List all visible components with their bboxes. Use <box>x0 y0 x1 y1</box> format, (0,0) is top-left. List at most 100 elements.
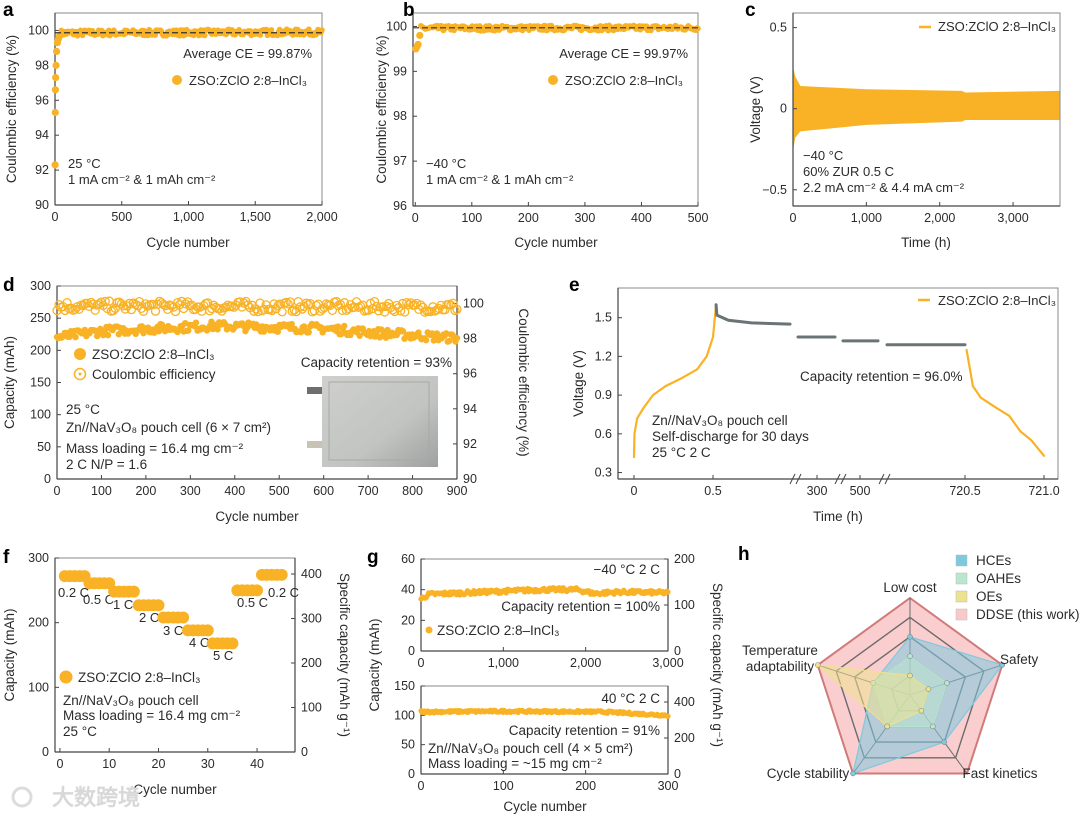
y-tick-label: 98 <box>393 109 407 123</box>
x-tick-label: 500 <box>111 210 132 224</box>
legend-swatch-OEs <box>955 590 968 603</box>
capacity-point <box>274 328 282 335</box>
current-annotation: 2.2 mA cm⁻² & 4.4 mA cm⁻² <box>803 180 965 195</box>
y-tick-label: 100 <box>30 408 51 422</box>
y-tick-label: 96 <box>393 199 407 213</box>
legend-marker <box>425 626 433 634</box>
y-tick-label: 200 <box>30 343 51 357</box>
capacity-point <box>665 713 671 719</box>
data-point <box>53 47 61 56</box>
ce-point <box>94 299 104 309</box>
panel-letter-f: f <box>3 547 10 568</box>
y-tick-label: 1.5 <box>595 311 612 325</box>
ce-point <box>178 303 189 314</box>
radar-vertex <box>907 653 913 659</box>
x-tick-label: 600 <box>313 484 334 498</box>
cell-annotation: Zn//NaV₃O₈ pouch cell (4 × 5 cm²) <box>428 741 633 756</box>
mass-loading-annotation: Mass loading = 16.4 mg cm⁻² <box>66 441 244 456</box>
x-axis-label: Cycle number <box>503 799 587 814</box>
radar-vertex <box>814 662 821 668</box>
temperature-annotation: −40 °C <box>803 148 843 163</box>
ce-point <box>281 297 291 308</box>
y-tick-label: 94 <box>35 128 49 142</box>
legend-swatch-OAHEs <box>955 572 968 585</box>
rate-label: 5 C <box>213 648 233 663</box>
y-tick-label: 0 <box>408 644 415 658</box>
x-tick-label: 720.5 <box>949 484 980 498</box>
y-tick-label: 0.6 <box>595 427 612 441</box>
x-tick-label: 2,000 <box>924 211 955 225</box>
rate-point <box>275 568 288 581</box>
data-point <box>51 108 59 117</box>
capacity-point <box>288 320 295 328</box>
radar-vertex <box>930 723 936 730</box>
x-tick-label: 300 <box>658 779 679 793</box>
radar-series-OEs <box>815 664 930 728</box>
radar-axis-label: Low cost <box>883 580 937 595</box>
x-tick-label: 100 <box>461 211 482 225</box>
x-tick-label: 2,000 <box>570 656 601 670</box>
rate-point <box>152 599 165 612</box>
rate-point <box>226 637 239 650</box>
capacity-point <box>185 327 192 334</box>
y-tick-label: −0.5 <box>762 183 787 197</box>
watermark: 大数跨境 <box>52 785 140 810</box>
temperature-annotation: −40 °C <box>426 156 466 171</box>
legend-label: OAHEs <box>976 571 1021 586</box>
x-tick-label: 0 <box>412 211 419 225</box>
radar-axis-label: Fast kinetics <box>962 766 1037 781</box>
x-tick-label: 200 <box>518 211 539 225</box>
capacity-point <box>665 589 671 595</box>
data-point <box>52 73 60 82</box>
condition-annotation: 60% ZUR 0.5 C <box>803 164 894 179</box>
y-tick-label: 50 <box>37 440 51 454</box>
axis-break-mark <box>834 473 847 485</box>
temperature-annotation: 25 °C <box>68 156 101 171</box>
y-tick-label: 0 <box>44 472 51 486</box>
data-point <box>695 25 701 32</box>
rate-point <box>251 584 264 597</box>
legend-marker-ce <box>73 367 87 381</box>
pouch-cell-seal <box>328 381 430 461</box>
temperature-annotation: 25 °C <box>63 724 97 739</box>
ce-point <box>452 304 462 315</box>
radar-vertex <box>884 723 890 730</box>
x-tick-label: 100 <box>493 779 514 793</box>
average-ce-annotation: Average CE = 99.97% <box>559 46 688 61</box>
y-tick-label: 150 <box>30 376 51 390</box>
data-point <box>51 86 60 94</box>
x-tick-label: 500 <box>850 484 871 498</box>
capacity-point <box>192 319 200 326</box>
capacity-point <box>399 327 407 335</box>
y-tick-label: 98 <box>35 58 49 72</box>
data-point <box>414 40 422 49</box>
x-axis-label: Cycle number <box>133 782 217 797</box>
x-tick-label: 500 <box>688 211 709 225</box>
x-tick-label: 300 <box>180 484 201 498</box>
cell-annotation: Zn//NaV₃O₈ pouch cell <box>63 693 199 708</box>
x-tick-label: 200 <box>135 484 156 498</box>
mass-loading-annotation: Mass loading = 16.4 mg cm⁻² <box>63 708 241 723</box>
y-tick-label: 20 <box>401 613 415 627</box>
voltage-curve <box>965 348 1046 457</box>
y-tick-label: 100 <box>394 708 415 722</box>
panel-letter-e: e <box>569 275 580 296</box>
axis-break-mark <box>789 473 802 485</box>
rate-label: 0.5 C <box>83 592 114 607</box>
x-tick-label: 300 <box>807 484 828 498</box>
temperature-annotation: 25 °C <box>66 402 100 417</box>
y-tick-label: 100 <box>28 23 49 37</box>
y-right-tick-label: 0 <box>301 745 308 759</box>
y-right-tick-label: 200 <box>674 731 695 745</box>
radar-vertex <box>944 680 950 686</box>
data-point <box>319 27 325 33</box>
x-tick-label: 200 <box>575 779 596 793</box>
ce-point <box>400 307 410 317</box>
x-tick-label: 1,000 <box>488 656 519 670</box>
y-tick-label: 97 <box>393 154 407 168</box>
y-tick-label: 300 <box>30 279 51 293</box>
x-tick-label: 100 <box>91 484 112 498</box>
radar-axis-label: Safety <box>1000 652 1039 667</box>
y-right-tick-label: 100 <box>463 297 484 311</box>
x-tick-label: 0 <box>56 757 63 771</box>
